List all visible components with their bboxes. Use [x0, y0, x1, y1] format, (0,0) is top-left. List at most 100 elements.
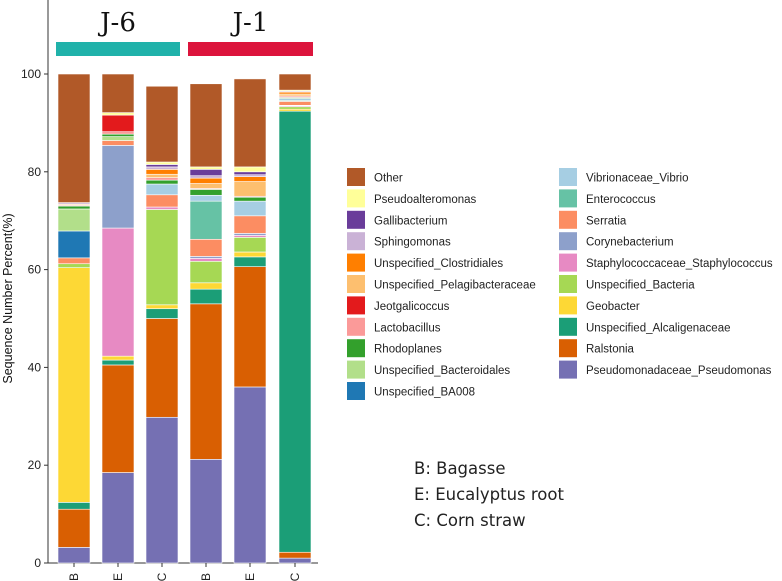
- y-axis-label: Sequence Number Percent(%): [1, 213, 15, 383]
- legend-swatch-unspecified-ba008: [347, 382, 365, 400]
- legend-label-jeotgalicoccus: Jeotgalicoccus: [374, 301, 450, 313]
- legend-swatch-unspecified-alcaligenaceae: [559, 317, 577, 336]
- bar-segment-3-sphingomonas: [145, 166, 179, 170]
- bar-segment-4-unspecified-pelagibacteraceae: [189, 183, 223, 189]
- note-eucalyptus-root: E: Eucalyptus root: [414, 485, 564, 504]
- bar-segment-3-serratia: [145, 194, 179, 208]
- bar-segment-1-ralstonia: [57, 508, 91, 548]
- bar-segment-2-staphylococcaceae-staphylococcus: [101, 227, 135, 357]
- legend-label-unspecified-bacteroidales: Unspecified_Bacteroidales: [374, 365, 510, 377]
- y-tick-label-40: 40: [28, 360, 42, 374]
- legend-swatch-pseudoalteromonas: [347, 189, 365, 208]
- bar-segment-3-vibrionaceae-vibrio: [145, 183, 179, 196]
- bar-segment-3-geobacter: [145, 304, 179, 310]
- bar-segment-6-unspecified-alcaligenaceae: [278, 110, 312, 553]
- bar-segment-5-unspecified-alcaligenaceae: [233, 256, 267, 267]
- legend-label-enterococcus: Enterococcus: [586, 194, 656, 206]
- bar-segment-5-serratia: [233, 215, 267, 234]
- bar-segment-3-unspecified-clostridiales: [145, 169, 179, 175]
- legend-label-sphingomonas: Sphingomonas: [374, 237, 451, 249]
- x-tick-label-5: E: [243, 573, 257, 581]
- legend-swatch-lactobacillus: [347, 317, 365, 336]
- y-tick-label-20: 20: [28, 458, 42, 472]
- bar-segment-4-serratia: [189, 238, 223, 257]
- bar-segment-3-unspecified-bacteria: [145, 209, 179, 306]
- bar-segment-6-pseudomonadaceae-pseudomonas: [278, 557, 312, 564]
- bar-segment-1-serratia: [57, 257, 91, 265]
- legend-label-geobacter: Geobacter: [586, 301, 640, 313]
- bar-segment-4-pseudomonadaceae-pseudomonas: [189, 459, 223, 564]
- bar-segment-1-unspecified-alcaligenaceae: [57, 502, 91, 510]
- bar-segment-2-lactobacillus: [101, 131, 135, 135]
- bar-segment-5-ralstonia: [233, 266, 267, 388]
- y-tick-label-0: 0: [34, 556, 41, 570]
- group-label-j-6: J-6: [97, 8, 136, 38]
- bar-segment-3-pseudoalteromonas: [145, 161, 179, 165]
- bar-segment-4-gallibacterium: [189, 169, 223, 177]
- bar-segment-4-vibrionaceae-vibrio: [189, 194, 223, 202]
- y-tick-label-100: 100: [21, 67, 41, 81]
- bar-segment-1-unspecified-bacteroidales: [57, 208, 91, 232]
- bar-segment-4-other: [189, 83, 223, 168]
- legend-swatch-ralstonia: [559, 339, 577, 358]
- legend-label-other: Other: [374, 173, 403, 185]
- bar-segment-4-staphylococcaceae-staphylococcus: [189, 258, 223, 262]
- bar-segment-4-unspecified-clostridiales: [189, 177, 223, 184]
- legend-swatch-unspecified-clostridiales: [347, 253, 365, 272]
- group-bar-j-6: [56, 42, 180, 56]
- legend-swatch-other: [347, 168, 365, 186]
- bar-segment-3-lactobacillus: [145, 177, 179, 181]
- bar-segment-3-unspecified-pelagibacteraceae: [145, 173, 179, 178]
- bar-segment-2-unspecified-bacteroidales: [101, 136, 135, 141]
- bar-segment-1-other: [57, 73, 91, 203]
- x-tick-label-6: C: [288, 572, 302, 581]
- note-corn-straw: C: Corn straw: [414, 511, 526, 530]
- bar-segment-1-geobacter: [57, 267, 91, 503]
- bar-segment-2-unspecified-alcaligenaceae: [101, 359, 135, 366]
- bar-segment-6-unspecified-bacteria: [278, 106, 312, 110]
- group-label-j-1: J-1: [230, 8, 269, 38]
- bar-segment-5-rhodoplanes: [233, 196, 267, 202]
- legend-label-unspecified-alcaligenaceae: Unspecified_Alcaligenaceae: [586, 322, 731, 334]
- bar-segment-5-unspecified-clostridiales: [233, 176, 267, 182]
- bar-segment-1-unspecified-ba008: [57, 230, 91, 259]
- legend-swatch-unspecified-pelagibacteraceae: [347, 275, 365, 293]
- bar-segment-2-geobacter: [101, 355, 135, 361]
- bar-segment-5-unspecified-bacteria: [233, 237, 267, 253]
- x-tick-label-3: C: [155, 572, 169, 581]
- bar-segment-2-pseudoalteromonas: [101, 112, 135, 116]
- x-tick-label-4: B: [199, 573, 213, 581]
- x-tick-label-1: B: [67, 573, 81, 581]
- bar-segment-2-other: [101, 73, 135, 113]
- bar-segment-3-ralstonia: [145, 318, 179, 418]
- legend-swatch-pseudomonadaceae-pseudomonas: [559, 360, 577, 379]
- bar-segment-3-rhodoplanes: [145, 179, 179, 185]
- legend-label-vibrionaceae-vibrio: Vibrionaceae_Vibrio: [586, 173, 689, 185]
- legend-swatch-staphylococcaceae-staphylococcus: [559, 253, 577, 272]
- legend-label-serratia: Serratia: [586, 215, 627, 227]
- legend-label-rhodoplanes: Rhodoplanes: [374, 344, 442, 356]
- bar-segment-6-serratia: [278, 101, 312, 106]
- legend-swatch-geobacter: [559, 296, 577, 315]
- legend-label-unspecified-ba008: Unspecified_BA008: [374, 387, 475, 399]
- bar-segment-3-gallibacterium: [145, 164, 179, 168]
- bar-segment-2-jeotgalicoccus: [101, 114, 135, 133]
- legend-label-pseudoalteromonas: Pseudoalteromonas: [374, 194, 477, 206]
- bar-segment-6-other: [278, 73, 312, 91]
- bar-segment-2-ralstonia: [101, 364, 135, 473]
- bar-segment-4-geobacter: [189, 282, 223, 290]
- legend-swatch-serratia: [559, 210, 577, 229]
- bar-segment-3-staphylococcaceae-staphylococcus: [145, 206, 179, 210]
- legend-label-unspecified-pelagibacteraceae: Unspecified_Pelagibacteraceae: [374, 280, 536, 292]
- bar-segment-4-enterococcus: [189, 200, 223, 240]
- legend-swatch-unspecified-bacteria: [559, 275, 577, 293]
- bar-segment-3-pseudomonadaceae-pseudomonas: [145, 416, 179, 564]
- legend-label-lactobacillus: Lactobacillus: [374, 322, 441, 334]
- bar-segment-4-unspecified-bacteria: [189, 260, 223, 284]
- legend-swatch-corynebacterium: [559, 232, 577, 251]
- note-bagasse: B: Bagasse: [414, 459, 506, 478]
- y-tick-label-60: 60: [28, 263, 42, 277]
- legend-label-unspecified-bacteria: Unspecified_Bacteria: [586, 280, 695, 292]
- bar-segment-3-unspecified-alcaligenaceae: [145, 308, 179, 319]
